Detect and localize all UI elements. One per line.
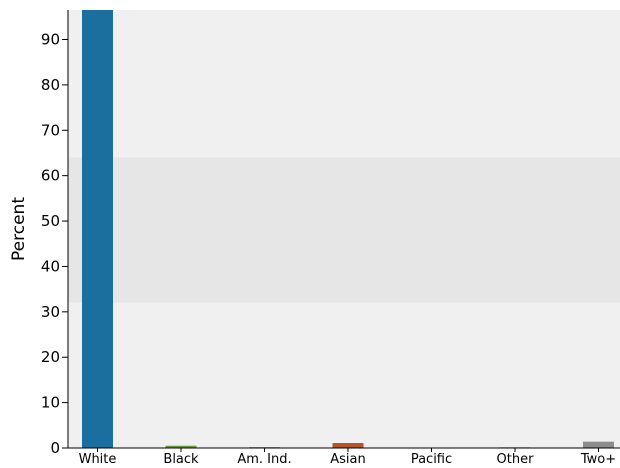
y-tick-label: 20	[41, 348, 60, 366]
bar-asian	[332, 443, 364, 448]
background-band-1	[68, 157, 620, 303]
x-tick-label: Two+	[580, 452, 616, 467]
y-axis-title: Percent	[9, 197, 29, 261]
y-tick-label: 50	[41, 212, 60, 230]
y-tick-label: 30	[41, 303, 60, 321]
bar-two	[583, 441, 614, 448]
x-axis: White Black Am. Ind. Asian Pacific Other Two+	[68, 447, 620, 467]
background-bands	[68, 10, 620, 448]
y-tick-label: 60	[41, 167, 60, 185]
y-tick-label: 70	[41, 121, 60, 139]
x-tick-label: Black	[163, 452, 199, 467]
bar-black	[165, 445, 197, 448]
bar-white	[82, 10, 113, 448]
y-tick-label: 0	[50, 439, 60, 457]
x-tick-label: Other	[497, 452, 535, 467]
x-tick-label: Am. Ind.	[237, 452, 291, 467]
y-tick-label: 10	[41, 394, 60, 412]
background-band-0	[68, 302, 620, 448]
background-band-2	[68, 10, 620, 158]
bars	[82, 10, 614, 448]
y-axis: 0 10 20 30 40 50 60 70 80 90	[41, 10, 69, 457]
y-tick-label: 90	[41, 31, 60, 49]
y-tick-label: 80	[41, 76, 60, 94]
x-tick-label: Pacific	[411, 452, 452, 467]
y-tick-label: 40	[41, 257, 60, 275]
x-tick-label: Asian	[330, 452, 365, 467]
x-tick-label: White	[79, 452, 117, 467]
